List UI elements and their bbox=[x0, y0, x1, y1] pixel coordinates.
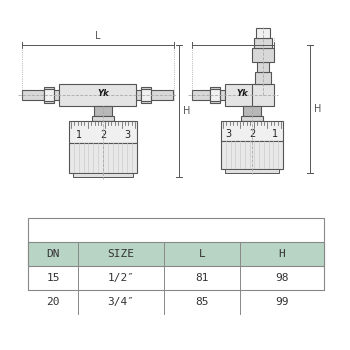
Text: H: H bbox=[279, 249, 285, 259]
Bar bbox=[151, 90, 173, 100]
Bar bbox=[44, 87, 54, 103]
Bar bbox=[59, 84, 136, 106]
Bar bbox=[241, 116, 263, 121]
Text: 1: 1 bbox=[272, 129, 278, 139]
Bar bbox=[252, 48, 274, 62]
Text: 3/4″: 3/4″ bbox=[107, 297, 134, 307]
Bar bbox=[92, 116, 114, 121]
Text: 99: 99 bbox=[275, 297, 289, 307]
Bar bbox=[54, 90, 59, 100]
Text: 2: 2 bbox=[100, 130, 106, 140]
Text: 81: 81 bbox=[195, 273, 209, 283]
Text: 85: 85 bbox=[195, 297, 209, 307]
Text: Yk: Yk bbox=[236, 89, 248, 98]
Bar bbox=[254, 38, 272, 48]
Text: Yk: Yk bbox=[97, 90, 109, 98]
Bar bbox=[28, 242, 324, 266]
Bar bbox=[225, 84, 260, 106]
Text: L: L bbox=[95, 31, 101, 41]
Text: 15: 15 bbox=[46, 273, 60, 283]
Bar bbox=[255, 72, 271, 84]
Text: H: H bbox=[183, 106, 190, 116]
Bar bbox=[252, 84, 274, 106]
Bar bbox=[141, 87, 151, 103]
Text: L: L bbox=[199, 249, 205, 259]
Bar bbox=[192, 90, 210, 100]
Bar bbox=[225, 169, 279, 173]
Bar bbox=[256, 28, 270, 38]
Bar bbox=[73, 173, 133, 177]
Bar bbox=[94, 106, 112, 116]
Bar bbox=[257, 62, 269, 72]
Text: 1: 1 bbox=[76, 130, 82, 140]
Text: 3: 3 bbox=[124, 130, 131, 140]
Bar bbox=[243, 106, 261, 116]
Text: 1/2″: 1/2″ bbox=[107, 273, 134, 283]
Bar bbox=[44, 89, 54, 101]
Bar bbox=[221, 141, 283, 169]
Bar bbox=[141, 89, 151, 101]
Text: SIZE: SIZE bbox=[107, 249, 134, 259]
Bar bbox=[221, 121, 283, 141]
Bar bbox=[69, 143, 137, 173]
Text: 3: 3 bbox=[226, 129, 232, 139]
Text: H: H bbox=[314, 104, 321, 114]
Text: DN: DN bbox=[46, 249, 60, 259]
Bar bbox=[210, 89, 220, 101]
Bar bbox=[22, 90, 44, 100]
Bar bbox=[210, 87, 220, 103]
Text: 20: 20 bbox=[46, 297, 60, 307]
Bar bbox=[220, 90, 225, 100]
Text: 98: 98 bbox=[275, 273, 289, 283]
Bar bbox=[28, 218, 324, 290]
Bar bbox=[69, 121, 137, 143]
Bar bbox=[136, 90, 141, 100]
Text: 2: 2 bbox=[249, 129, 255, 139]
